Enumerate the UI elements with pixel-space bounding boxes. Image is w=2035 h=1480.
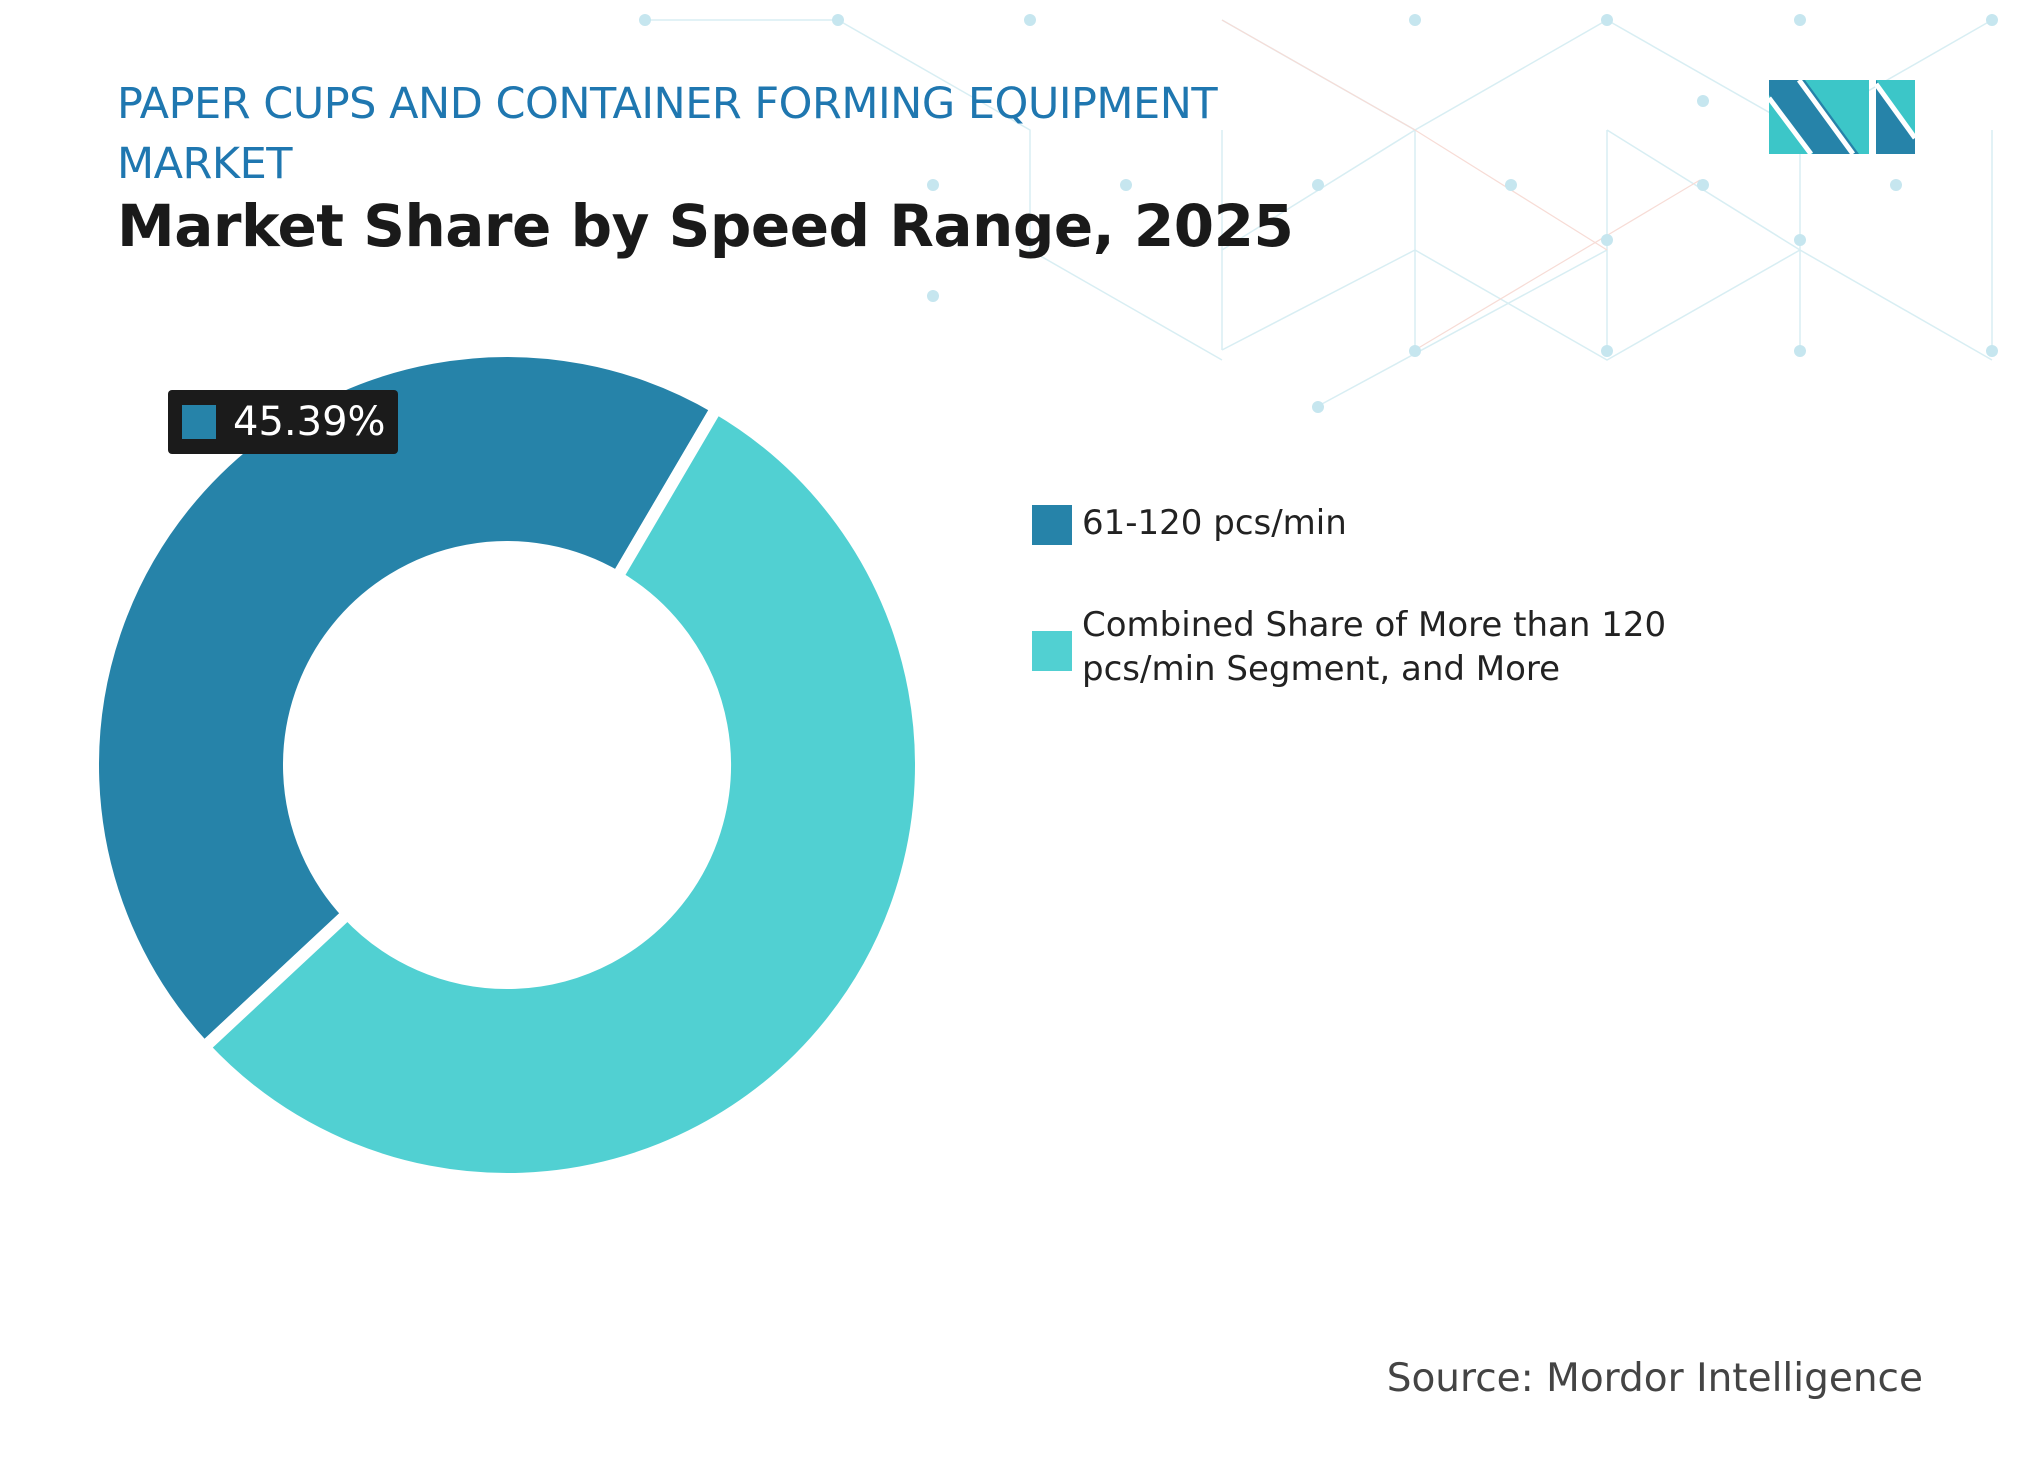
chart-supertitle: PAPER CUPS AND CONTAINER FORMING EQUIPME… [117, 79, 1218, 189]
data-label-swatch [182, 405, 216, 439]
background-hex-pattern [639, 14, 1998, 413]
chart-title: Market Share by Speed Range, 2025 [117, 192, 1294, 260]
legend-swatch [1032, 631, 1072, 671]
data-label-61-120: 45.39% [168, 390, 398, 454]
donut-slice-1[interactable] [195, 399, 927, 1185]
legend-swatch [1032, 505, 1072, 545]
donut-slice-0[interactable] [87, 344, 725, 1056]
mordor-intelligence-logo [1769, 80, 1915, 154]
source-note: Source: Mordor Intelligence [1386, 1356, 1923, 1401]
legend-label: Combined Share of More than 120 pcs/min … [1082, 605, 1667, 689]
data-label-value: 45.39% [233, 399, 386, 445]
legend-label: 61-120 pcs/min [1082, 503, 1347, 543]
donut-chart [87, 344, 927, 1185]
